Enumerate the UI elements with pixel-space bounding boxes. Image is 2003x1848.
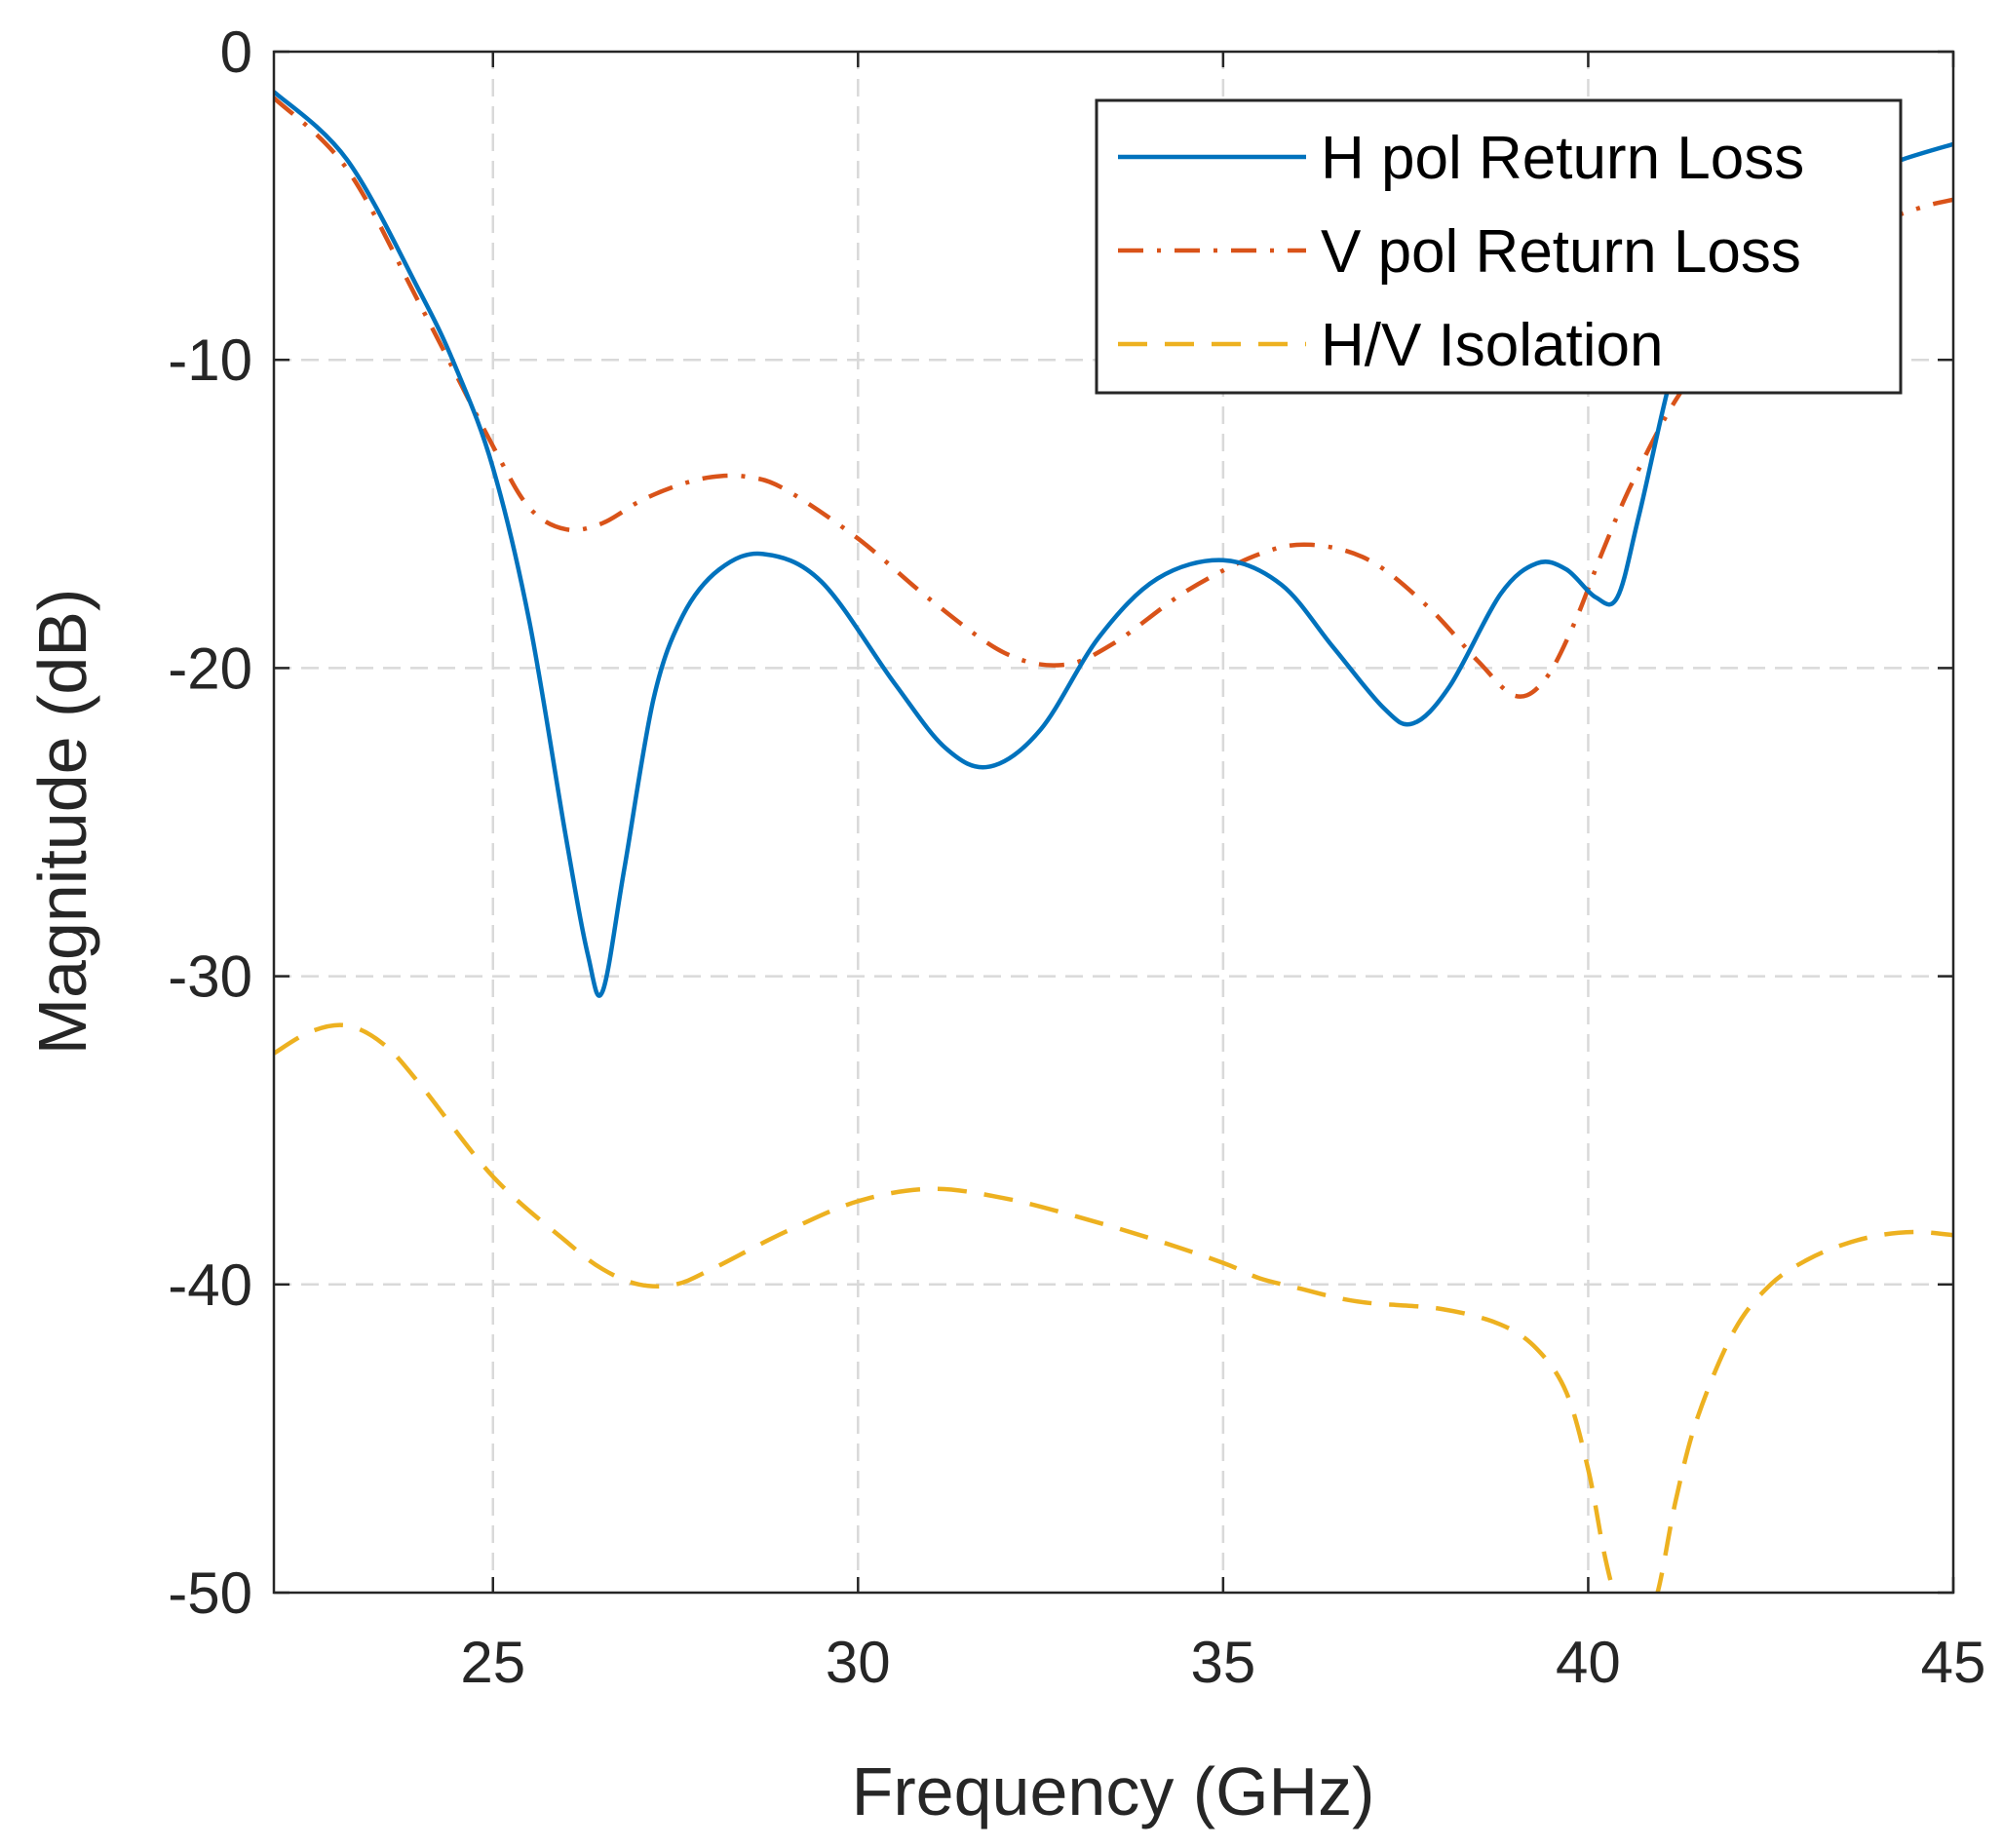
x-tick-label: 35	[1190, 1630, 1255, 1695]
legend-label-hv-isolation: H/V Isolation	[1321, 312, 1664, 379]
series-line-h-pol-return-loss	[274, 90, 1953, 998]
y-tick-label: -30	[168, 944, 252, 1010]
ticks	[274, 50, 1955, 1595]
y-tick-label: -10	[168, 327, 252, 393]
y-tick-label: -50	[168, 1560, 252, 1626]
legend: H pol Return Loss V pol Return Loss H/V …	[1095, 98, 1903, 395]
y-tick-label: 0	[220, 19, 252, 85]
y-axis-label: Magnitude (dB)	[24, 589, 100, 1056]
legend-label-h-pol-return-loss: H pol Return Loss	[1321, 125, 1804, 192]
series-line-h-v-isolation	[274, 1022, 1953, 1593]
x-tick-labels: 25 30 35 40 45	[460, 1630, 1985, 1695]
plot-frame	[272, 50, 1955, 1595]
x-tick-label: 40	[1556, 1630, 1621, 1695]
x-tick-label: 45	[1921, 1630, 1986, 1695]
legend-label-v-pol-return-loss: V pol Return Loss	[1321, 218, 1801, 286]
x-tick-label: 25	[460, 1630, 525, 1695]
y-tick-label: -40	[168, 1252, 252, 1318]
y-tick-labels: 0 -10 -20 -30 -40 -50	[168, 19, 252, 1626]
x-tick-label: 30	[826, 1630, 891, 1695]
series-group	[274, 90, 1953, 1593]
y-tick-label: -20	[168, 635, 252, 701]
x-axis-label: Frequency (GHz)	[852, 1753, 1375, 1829]
